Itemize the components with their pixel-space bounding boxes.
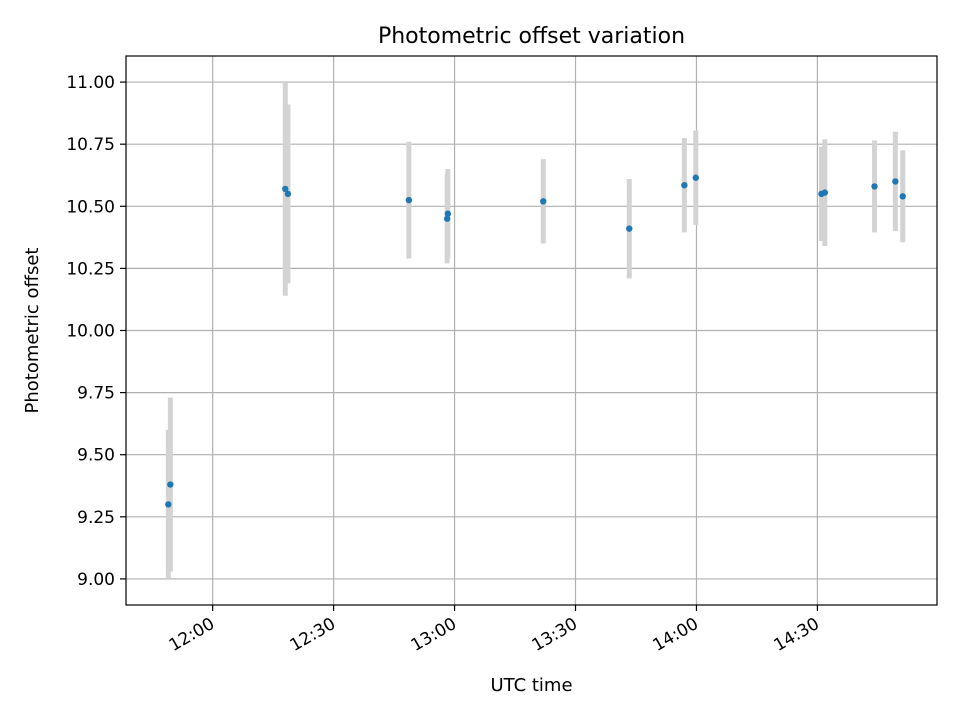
data-point	[444, 210, 452, 217]
data-points	[165, 174, 906, 508]
data-point	[681, 181, 688, 189]
data-point	[540, 198, 547, 205]
y-tick-label: 10.25	[66, 259, 115, 279]
y-tick-label: 9.25	[77, 508, 115, 528]
data-point	[871, 183, 878, 190]
data-point	[282, 185, 289, 193]
data-point	[892, 178, 899, 185]
data-point	[626, 225, 633, 232]
data-point	[899, 193, 906, 200]
y-tick-label: 9.50	[77, 446, 115, 466]
x-axis-label: UTC time	[490, 675, 572, 696]
data-point	[167, 481, 174, 488]
y-tick-label: 9.75	[77, 384, 115, 404]
data-point	[405, 196, 413, 204]
chart-title: Photometric offset variation	[378, 24, 685, 49]
y-tick-label: 10.50	[66, 197, 115, 217]
data-point	[692, 174, 699, 181]
data-point	[284, 190, 292, 198]
y-tick-label: 10.00	[66, 322, 115, 342]
data-point	[821, 189, 828, 196]
y-tick-label: 9.00	[77, 570, 115, 590]
y-axis-label: Photometric offset	[22, 248, 43, 414]
data-point	[165, 501, 172, 508]
grid-lines	[126, 56, 937, 605]
y-tick-label: 10.75	[66, 135, 115, 155]
y-axis-ticks: 9.00 9.25 9.50 9.75 10.00 10.25 10.50 10.75 11.0…	[66, 73, 126, 590]
y-tick-label: 11.00	[66, 73, 115, 93]
data-point	[443, 215, 451, 222]
